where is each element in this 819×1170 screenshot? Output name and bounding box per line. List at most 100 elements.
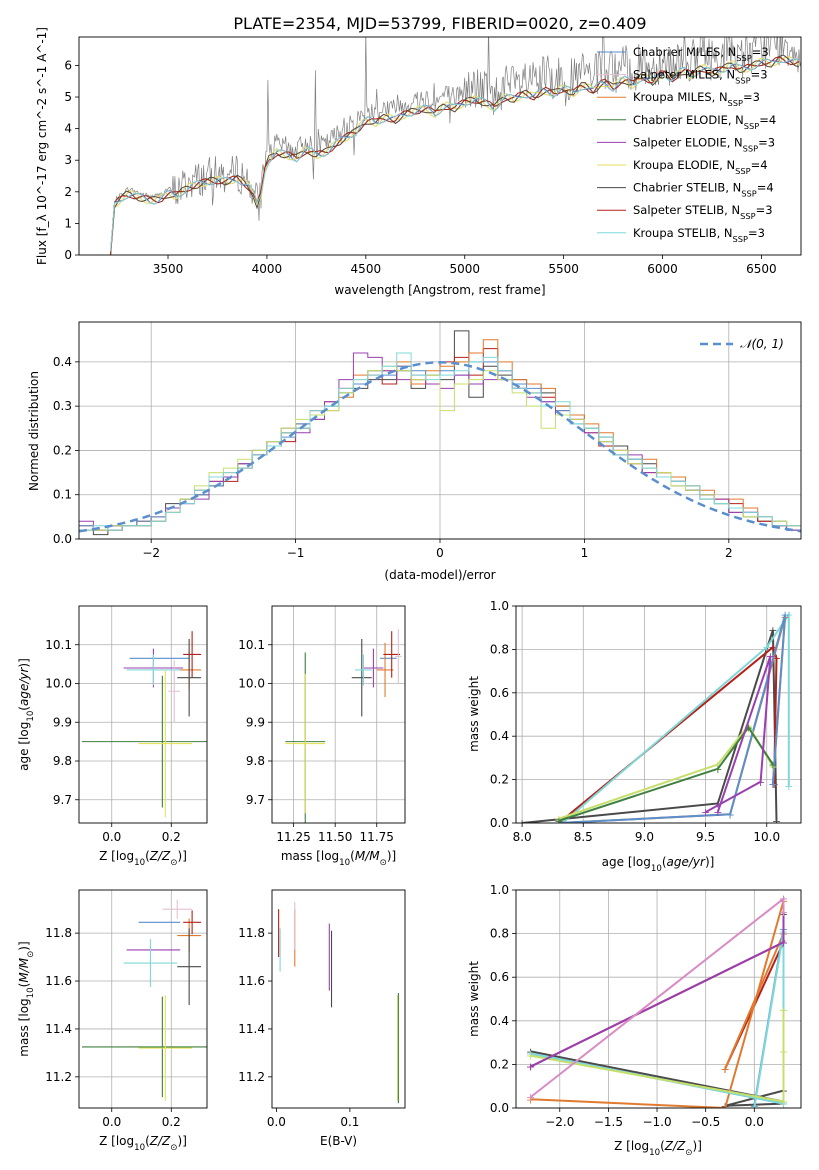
legend-entry: Salpeter ELODIE, NSSP=3: [633, 135, 775, 153]
age-vs-Z-axes: 0.0 0.2 9.7 9.8 9.9 10.0 10.1 Z [log10(Z/Z⊙)] ag…: [17, 605, 208, 868]
mass-vs-Z-axes: 0.0 0.2 11.2 11.4 11.6 11.8 Z [log10(Z/Z⊙)] mas…: [17, 889, 208, 1153]
y-tick-label: 9.8: [53, 754, 72, 768]
x-axis-label: Z [log10(Z/Z⊙)]: [614, 1139, 702, 1158]
legend-entry: Kroupa STELIB, NSSP=3: [633, 226, 765, 244]
y-tick-label: 0.2: [53, 443, 72, 457]
errorbar: [123, 939, 178, 988]
x-tick-label: 0.0: [102, 830, 121, 844]
y-tick-label: 5: [64, 90, 72, 104]
x-tick-label: 0.2: [162, 1115, 181, 1129]
axes-frame: [515, 605, 802, 824]
y-tick-label: 0.4: [490, 1014, 509, 1028]
y-tick-label: 10.0: [238, 677, 265, 691]
weight-marker: +: [756, 776, 765, 789]
y-tick-label: 11.4: [45, 1022, 72, 1036]
weight-marker: +: [779, 906, 788, 919]
y-tick-label: 11.2: [45, 1070, 72, 1084]
x-axis-label: E(B-V): [320, 1134, 357, 1148]
mass-vs-Z-plot-area: [81, 899, 207, 1101]
histogram-step: [79, 352, 801, 531]
legend-entry: 𝒩(0, 1): [740, 337, 784, 351]
errorbar: [81, 675, 207, 808]
y-tick-label: 0.0: [490, 1101, 509, 1115]
y-tick-label: 9.8: [246, 754, 265, 768]
x-tick-label: 11.75: [360, 830, 394, 844]
weight-marker: +: [721, 1102, 730, 1115]
x-tick-label: 8.0: [513, 830, 532, 844]
weight-marker: +: [768, 778, 777, 791]
x-axis-label: mass [log10(M/M⊙)]: [281, 849, 396, 868]
weight-marker: +: [725, 808, 734, 821]
x-tick-label: 0: [436, 546, 444, 560]
y-tick-label: 0.4: [53, 355, 72, 369]
axes-frame: [78, 321, 802, 540]
weight-marker: +: [713, 758, 722, 771]
weight-marker: +: [526, 1091, 535, 1104]
weight-marker: +: [701, 806, 710, 819]
legend-entry: Salpeter MILES, NSSP=3: [633, 68, 768, 86]
weight-marker: +: [721, 1063, 730, 1076]
weight-marker: +: [750, 1102, 759, 1115]
axes-frame: [271, 605, 406, 824]
weight-line: [558, 725, 774, 822]
weight-marker: +: [779, 936, 788, 949]
errorbar: [383, 631, 401, 678]
weight-marker: +: [768, 778, 777, 791]
errorbar: [138, 669, 193, 818]
weight-marker: +: [784, 780, 793, 793]
y-tick-label: 11.4: [238, 1022, 265, 1036]
y-tick-label: 9.7: [246, 793, 265, 807]
legend: Chabrier MILES, NSSP=3 Salpeter MILES, NS…: [597, 45, 776, 244]
errorbar: [285, 673, 326, 814]
x-tick-label: −2: [142, 546, 160, 560]
x-tick-label: −2.0: [545, 1115, 574, 1129]
weight-marker: +: [768, 758, 777, 771]
x-tick-label: −1: [287, 546, 305, 560]
x-tick-label: 6500: [746, 262, 777, 276]
x-tick-label: 0.0: [267, 1115, 286, 1129]
errorbar: [138, 995, 193, 1101]
residuals-axes: −2 −1 0 1 2 0.0 0.1 0.2 0.3 0.4 (data-model)/error…: [27, 321, 802, 582]
weight-line: [558, 614, 787, 823]
model-spectrum-line: [110, 56, 800, 255]
y-tick-label: 9.7: [53, 793, 72, 807]
residuals-plot-area: [79, 330, 801, 536]
weight-marker: +: [768, 624, 777, 637]
y-tick-label: 0.8: [490, 927, 509, 941]
x-tick-label: 9.5: [696, 830, 715, 844]
x-tick-label: 0.1: [340, 1115, 359, 1129]
weight-marker: +: [772, 815, 781, 828]
y-tick-label: 0.6: [490, 686, 509, 700]
weight-marker: +: [526, 1061, 535, 1074]
y-tick-label: 1.0: [490, 883, 509, 897]
y-tick-label: 0.0: [490, 816, 509, 830]
gaussian-curve: [79, 361, 801, 533]
legend-entry: Kroupa ELODIE, NSSP=4: [633, 158, 768, 176]
weight-marker: +: [526, 1048, 535, 1061]
y-axis-label: Normed distribution: [27, 371, 41, 491]
y-tick-label: 1: [64, 216, 72, 230]
weight-line: [530, 898, 785, 1068]
y-tick-label: 11.8: [45, 926, 72, 940]
weight-marker: +: [526, 1045, 535, 1058]
weight-marker: +: [780, 609, 789, 622]
weight-marker: +: [721, 1063, 730, 1076]
weight-vs-Z-plot-area: +++++ ++++++++++++++++++++++++++++: [526, 893, 788, 1115]
y-tick-label: 4: [64, 122, 72, 136]
legend-entry: Chabrier STELIB, NSSP=4: [633, 181, 774, 199]
axes-frame: [271, 889, 406, 1109]
legend-entry: Chabrier ELODIE, NSSP=4: [633, 113, 776, 131]
errorbar: [81, 996, 207, 1098]
weight-marker: +: [526, 1093, 535, 1106]
weight-marker: +: [766, 650, 775, 663]
y-tick-label: 1.0: [490, 599, 509, 613]
legend-entry: Chabrier MILES, NSSP=3: [633, 45, 769, 63]
age-vs-mass-axes: 11.25 11.50 11.75 9.7 9.8 9.9 10.0 10.1 mass [lo…: [238, 605, 406, 868]
legend-entry: Salpeter STELIB, NSSP=3: [633, 203, 773, 221]
errorbar: [162, 899, 193, 919]
y-axis-label: mass weight: [467, 676, 481, 752]
y-axis-label: Flux [f_λ 10^-17 erg cm^-2 s^-1 A^-1]: [35, 27, 49, 265]
weight-vs-age-plot-area: ++++++++++++++++++++++++++++++++: [518, 609, 793, 828]
y-tick-label: 0.2: [490, 773, 509, 787]
